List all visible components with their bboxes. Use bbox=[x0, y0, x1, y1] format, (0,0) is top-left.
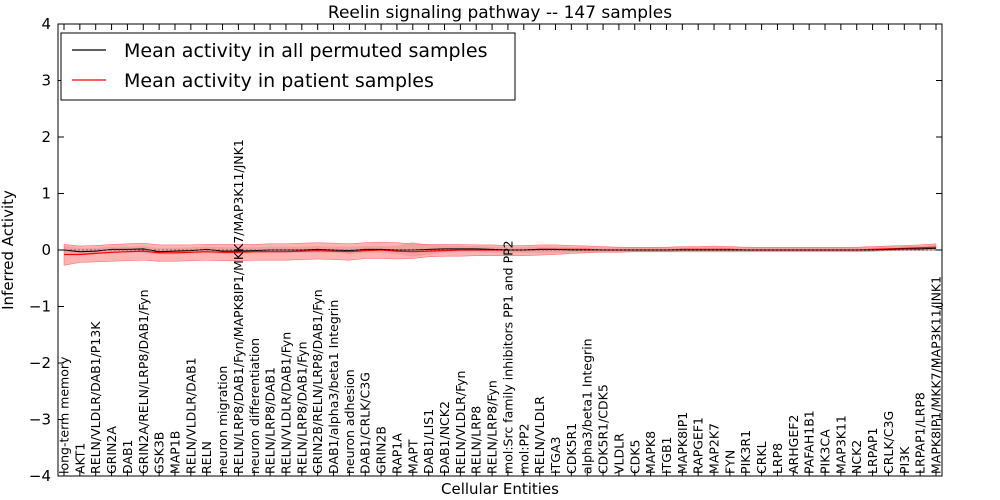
x-category-label: PAFAH1B1 bbox=[802, 410, 817, 474]
x-category-label: neuron differentiation bbox=[247, 338, 262, 474]
x-category-label: neuron adhesion bbox=[342, 369, 357, 474]
y-tick-label: −2 bbox=[29, 354, 51, 372]
x-category-label: PI3K bbox=[897, 446, 912, 474]
x-category-label: GRIN2A/RELN/LRP8/DAB1/Fyn bbox=[136, 289, 151, 474]
x-category-label: RELN/VLDLR/DAB1 bbox=[183, 357, 198, 474]
x-category-label: ARHGEF2 bbox=[786, 415, 801, 474]
x-category-label: AKT1 bbox=[72, 443, 87, 474]
x-category-label: CRKL bbox=[754, 441, 769, 474]
legend-box bbox=[60, 32, 516, 101]
x-axis-category-labels: long-term memory AKT1 RELN/VLDLR/DAB1/P13K… bbox=[57, 139, 944, 474]
x-category-label: GRIN2A bbox=[104, 426, 119, 474]
y-tick-label: −1 bbox=[29, 298, 51, 316]
legend-label-patient: Mean activity in patient samples bbox=[124, 70, 434, 92]
x-category-label: mol:Src family inhibitors PP1 and PP2 bbox=[500, 240, 515, 474]
y-tick-label: 2 bbox=[41, 128, 51, 146]
x-category-label: RELN/LRP8/DAB1 bbox=[263, 367, 278, 474]
y-tick-label: 1 bbox=[41, 185, 51, 203]
y-tick-label: −4 bbox=[29, 467, 51, 485]
x-category-label: CDK5R1/CDK5 bbox=[596, 384, 611, 474]
y-tick-label: 0 bbox=[41, 241, 51, 259]
y-tick-label: −3 bbox=[29, 411, 51, 429]
legend: Mean activity in all permuted samples Me… bbox=[60, 32, 516, 101]
legend-label-permuted: Mean activity in all permuted samples bbox=[124, 40, 487, 62]
x-category-label: MAPK8 bbox=[643, 431, 658, 474]
x-category-label: DAB1/alpha3/beta1 Integrin bbox=[326, 300, 341, 474]
x-category-label: CDK5R1 bbox=[564, 423, 579, 474]
x-category-label: MAPK8IP1 bbox=[675, 412, 690, 474]
x-category-label: RELN/LRP8/DAB1/Fyn/MAPK8IP1/MKK7/MAP3K11… bbox=[231, 139, 246, 474]
x-category-label: RELN/LRP8/DAB1/Fyn bbox=[294, 341, 309, 474]
x-category-label: RELN bbox=[199, 441, 214, 474]
x-category-label: RELN/VLDLR bbox=[532, 396, 547, 474]
x-category-label: ITGA3 bbox=[548, 436, 563, 474]
x-category-label: MAP3K11 bbox=[833, 415, 848, 474]
x-category-label: RAPGEF1 bbox=[691, 417, 706, 474]
x-category-label: CRLK/C3G bbox=[881, 411, 896, 474]
x-category-label: FYN bbox=[722, 450, 737, 474]
x-category-label: MAPT bbox=[405, 439, 420, 474]
x-category-label: RELN/LRP8 bbox=[469, 406, 484, 474]
x-category-label: RELN/VLDLR/Fyn bbox=[453, 371, 468, 474]
chart-title: Reelin signaling pathway -- 147 samples bbox=[328, 3, 672, 23]
x-category-label: alpha3/beta1 Integrin bbox=[580, 338, 595, 474]
x-category-label: RELN/VLDLR/DAB1/P13K bbox=[88, 321, 103, 474]
y-axis-ticks: −4 −3 −2 −1 0 1 2 3 4 bbox=[29, 15, 942, 485]
y-tick-label: 4 bbox=[41, 15, 51, 33]
x-category-label: GSK3B bbox=[152, 432, 167, 474]
y-axis-label: Inferred Activity bbox=[0, 190, 17, 310]
x-category-label: GRIN2B bbox=[374, 426, 389, 474]
x-category-label: mol:PP2 bbox=[516, 423, 531, 474]
plot-frame bbox=[57, 23, 943, 477]
x-category-label: CDK5 bbox=[627, 440, 642, 475]
x-category-label: RELN/VLDLR/DAB1/Fyn bbox=[279, 332, 294, 474]
x-category-label: DAB1 bbox=[120, 439, 135, 474]
x-category-label: ITGB1 bbox=[659, 436, 674, 474]
x-category-label: PIK3R1 bbox=[738, 430, 753, 474]
x-category-label: neuron migration bbox=[215, 366, 230, 474]
x-category-label: VLDLR bbox=[611, 433, 626, 474]
x-category-label: MAPK8IP1/MKK7/MAP3K11/JNK1 bbox=[929, 276, 944, 474]
x-category-label: NCK2 bbox=[849, 440, 864, 474]
x-category-label: DAB1/LIS1 bbox=[421, 409, 436, 474]
x-category-label: RELN/LRP8/Fyn bbox=[485, 380, 500, 474]
x-axis-label: Cellular Entities bbox=[441, 480, 559, 498]
y-tick-label: 3 bbox=[41, 72, 51, 90]
x-category-label: LRPAP1 bbox=[865, 428, 880, 474]
x-category-label: DAB1/CRLK/C3G bbox=[358, 372, 373, 474]
x-category-label: LRPAP1/LRP8 bbox=[913, 392, 928, 474]
x-category-label: LRP8 bbox=[770, 443, 785, 474]
x-category-label: long-term memory bbox=[57, 356, 72, 474]
x-category-label: RAP1A bbox=[389, 433, 404, 474]
x-category-label: GRIN2B/RELN/LRP8/DAB1/Fyn bbox=[310, 289, 325, 474]
x-category-label: DAB1/NCK2 bbox=[437, 401, 452, 474]
x-category-label: MAP2K7 bbox=[707, 423, 722, 474]
x-category-label: MAP1B bbox=[168, 431, 183, 474]
x-category-label: PIK3CA bbox=[818, 429, 833, 474]
